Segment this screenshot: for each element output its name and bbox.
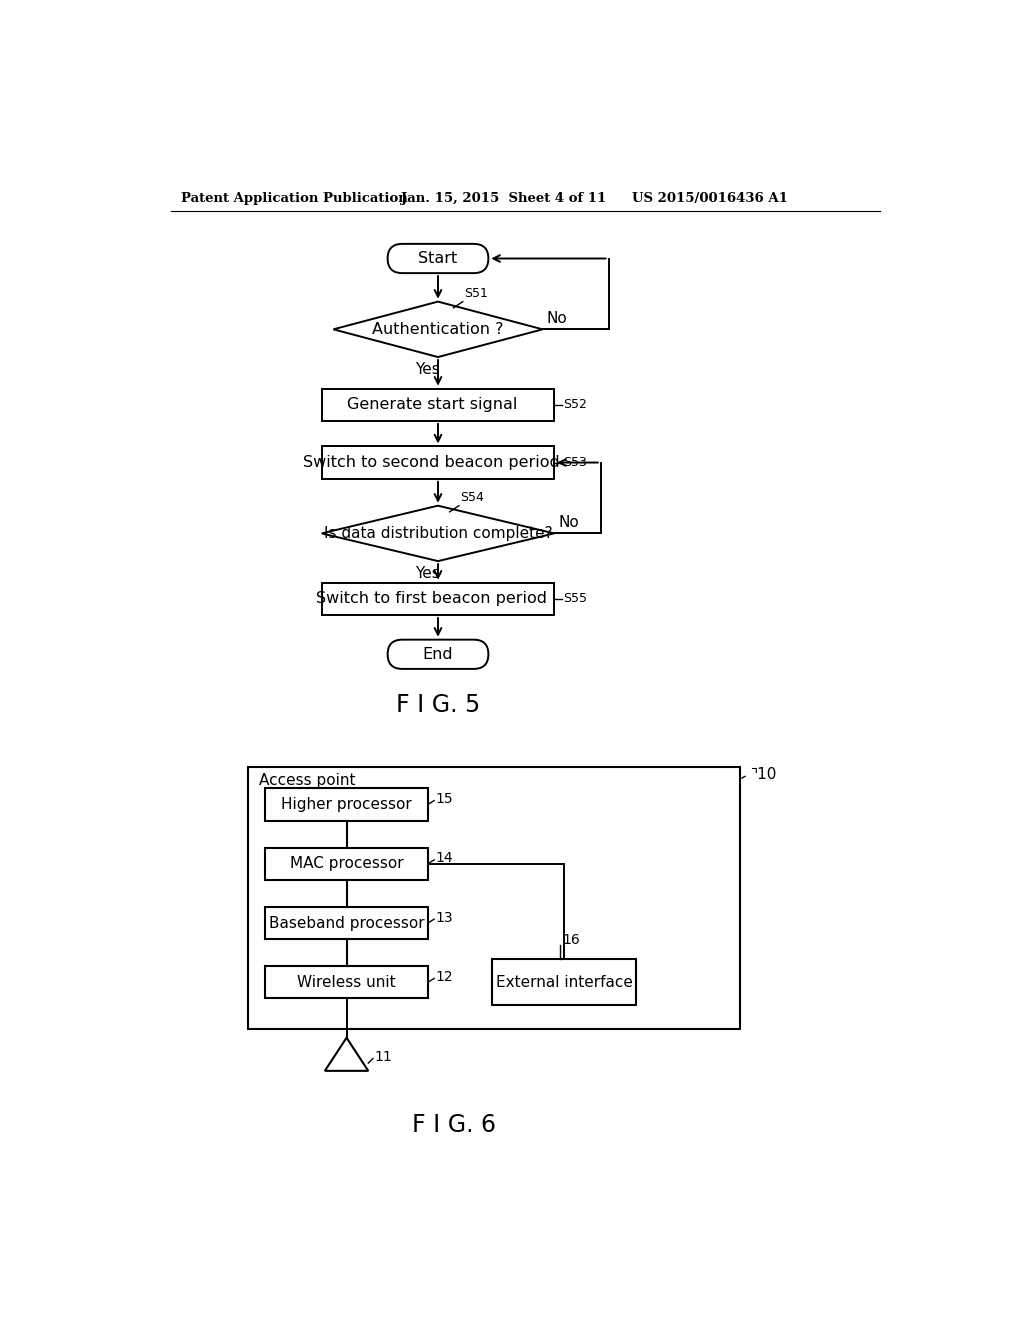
Bar <box>265 907 428 940</box>
Text: Baseband processor: Baseband processor <box>268 916 424 931</box>
Text: Yes: Yes <box>415 362 439 376</box>
Text: External interface: External interface <box>496 974 633 990</box>
Text: S55: S55 <box>563 593 588 606</box>
Text: ⌝10: ⌝10 <box>750 767 776 781</box>
Text: Jan. 15, 2015  Sheet 4 of 11: Jan. 15, 2015 Sheet 4 of 11 <box>400 191 606 205</box>
Bar <box>265 847 428 880</box>
Text: 14: 14 <box>435 851 454 866</box>
Text: Generate start signal: Generate start signal <box>346 397 517 412</box>
Text: Switch to second beacon period: Switch to second beacon period <box>303 455 560 470</box>
Text: Switch to first beacon period: Switch to first beacon period <box>316 591 547 606</box>
Text: 16: 16 <box>562 933 581 946</box>
Text: 11: 11 <box>375 1049 392 1064</box>
Text: S54: S54 <box>461 491 484 504</box>
FancyBboxPatch shape <box>388 244 488 273</box>
Bar <box>265 788 428 821</box>
Text: S53: S53 <box>563 455 588 469</box>
Text: F I G. 6: F I G. 6 <box>412 1113 496 1137</box>
Bar <box>322 582 554 615</box>
Text: End: End <box>423 647 454 661</box>
Text: 12: 12 <box>435 970 454 983</box>
Bar <box>248 767 740 1028</box>
Text: S52: S52 <box>563 399 588 412</box>
Polygon shape <box>334 302 543 358</box>
Text: 13: 13 <box>435 911 454 924</box>
Text: Authentication ?: Authentication ? <box>373 322 504 337</box>
Text: Access point: Access point <box>259 774 355 788</box>
Text: MAC processor: MAC processor <box>290 857 403 871</box>
Text: 15: 15 <box>435 792 454 807</box>
Text: Is data distribution complete?: Is data distribution complete? <box>324 525 552 541</box>
Text: US 2015/0016436 A1: US 2015/0016436 A1 <box>632 191 787 205</box>
Text: Yes: Yes <box>415 566 439 581</box>
Text: Wireless unit: Wireless unit <box>297 974 396 990</box>
Text: Patent Application Publication: Patent Application Publication <box>180 191 408 205</box>
Text: No: No <box>558 515 579 531</box>
Polygon shape <box>322 506 554 561</box>
FancyBboxPatch shape <box>388 640 488 669</box>
Bar <box>322 446 554 479</box>
Text: No: No <box>547 312 567 326</box>
Text: F I G. 5: F I G. 5 <box>396 693 480 717</box>
Text: S51: S51 <box>464 286 488 300</box>
Polygon shape <box>325 1038 369 1071</box>
Text: Start: Start <box>419 251 458 267</box>
Text: Higher processor: Higher processor <box>282 797 412 812</box>
Bar <box>493 960 636 1006</box>
Bar <box>322 388 554 421</box>
Bar <box>265 966 428 998</box>
